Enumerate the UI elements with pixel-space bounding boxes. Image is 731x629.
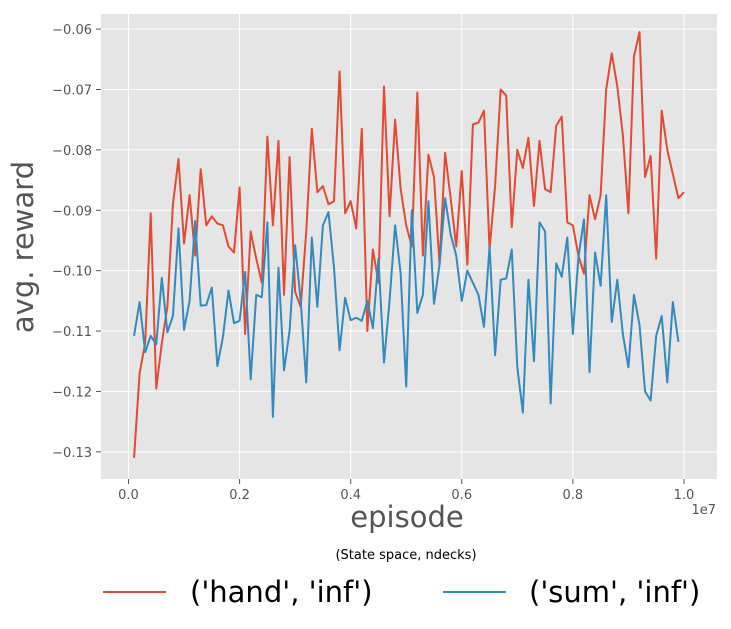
series-layer — [133, 31, 685, 458]
y-axis-title: avg. reward — [6, 161, 40, 333]
x-tick-label: 1.0 — [674, 488, 695, 503]
y-tick-label: −0.06 — [52, 23, 92, 38]
y-tick-label: −0.10 — [52, 265, 92, 280]
x-tick-label: 0.4 — [340, 488, 361, 503]
x-axis-title: episode — [350, 500, 463, 534]
legend-label-hand-inf: ('hand', 'inf') — [190, 575, 373, 609]
y-tick-label: −0.12 — [52, 385, 92, 400]
x-tick-label: 0.2 — [229, 488, 250, 503]
x-tick-label: 0.0 — [118, 488, 139, 503]
series-line-hand-inf — [133, 31, 685, 458]
plot-background — [101, 14, 717, 479]
legend-label-sum-inf: ('sum', 'inf') — [529, 575, 700, 609]
series-line-sum-inf — [133, 194, 680, 418]
y-tick-label: −0.13 — [52, 446, 92, 461]
x-axis-offset-text: 1e7 — [691, 503, 716, 518]
y-tick-label: −0.09 — [52, 204, 92, 219]
legend-title: (State space, ndecks) — [335, 548, 476, 563]
legend: (State space, ndecks) ('hand', 'inf') ('… — [103, 548, 700, 609]
y-tick-label: −0.11 — [52, 325, 92, 340]
x-tick-label: 0.8 — [563, 488, 584, 503]
y-tick-label: −0.08 — [52, 144, 92, 159]
x-tick-label: 0.6 — [451, 488, 472, 503]
y-tick-label: −0.07 — [52, 83, 92, 98]
axis-ticks: 0.0 0.2 0.4 0.6 0.8 1.0 −0.13 −0.12 −0.11 −0.10 −0… — [52, 23, 694, 503]
